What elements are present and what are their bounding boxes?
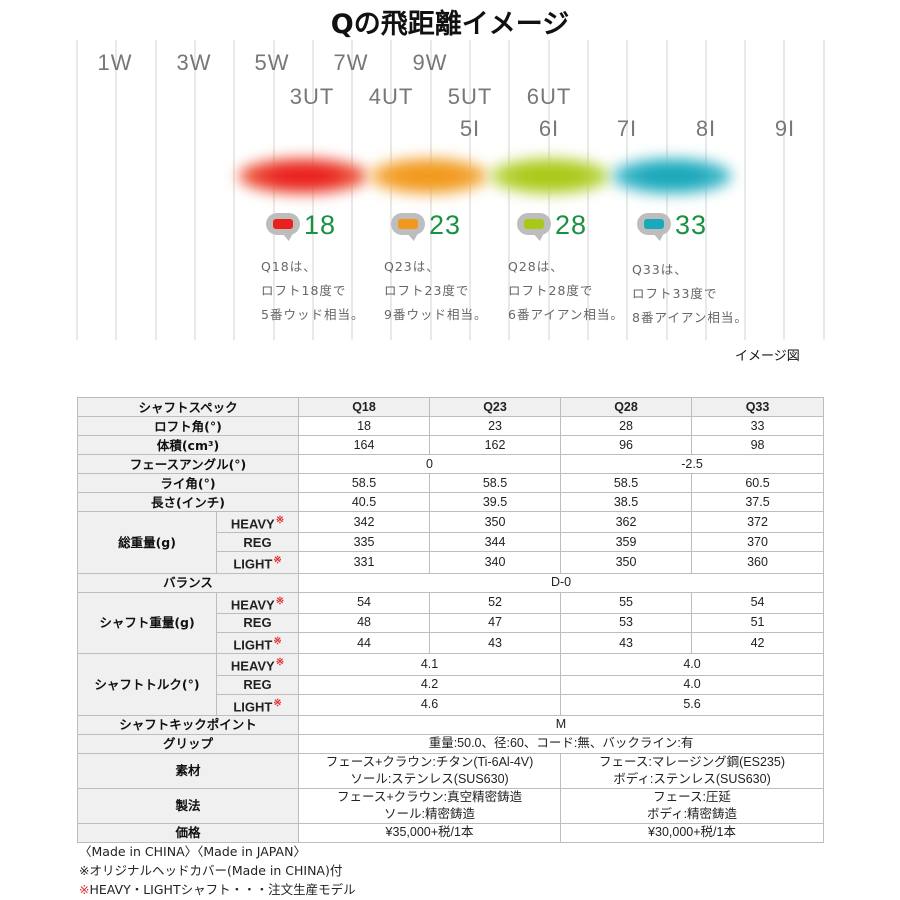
headcover-note: ※オリジナルヘッドカバー(Made in CHINA)付 [79, 863, 343, 878]
table-row-kick-point: シャフトキックポイント M [76, 714, 825, 735]
q28-badge: 28 [517, 210, 587, 241]
q33-range-bar [612, 158, 732, 194]
q18-description: Q18は、 ロフト18度で 5番ウッド相当。 [261, 259, 365, 322]
spec-table: シャフトスペック Q18 Q23 Q28 Q33 ロフト角(°) 18 23 2… [76, 397, 825, 843]
q23-description: Q23は、 ロフト23度で 9番ウッド相当。 [384, 259, 488, 322]
q18-badge: 18 [266, 210, 336, 241]
q28-number: 28 [555, 210, 588, 240]
table-row-face-angle: フェースアングル(°) 0 -2.5 [76, 454, 825, 474]
q23-badge: 23 [391, 210, 461, 241]
club-label: 5I [459, 116, 481, 141]
iron-row: 5I 6I 7I 8I 9I [0, 116, 900, 146]
grid-line [508, 40, 511, 340]
custom-order-note: ※HEAVY・LIGHTシャフト・・・注文生産モデル [79, 882, 356, 897]
table-row-grip: グリップ 重量:50.0、径:60、コード:無、バックライン:有 [76, 733, 825, 754]
club-label: 9I [774, 116, 796, 141]
q-logo-icon [517, 211, 553, 241]
table-row-shaft-torque-reg: REG 4.2 4.0 [78, 674, 825, 695]
q33-badge: 33 [637, 210, 707, 241]
club-label: 3UT [289, 84, 335, 109]
grid-line [154, 40, 157, 340]
club-label: 7I [616, 116, 638, 141]
q18-range-bar [238, 158, 368, 194]
table-row-shaft-weight-reg: REG 48 47 53 51 [78, 612, 825, 633]
asterisk-mark: ※ [275, 515, 285, 526]
club-label: 6I [538, 116, 560, 141]
club-label: 5W [254, 50, 290, 75]
club-label: 6UT [526, 84, 572, 109]
grid-line [586, 40, 589, 340]
table-row-shaft-torque-light: LIGHT※ 4.6 5.6 [78, 693, 825, 716]
table-row-balance: バランス D-0 [76, 572, 825, 593]
asterisk-mark: ※ [79, 882, 90, 897]
distance-chart: 1W 3W 5W 7W 9W 3UT 4UT 5UT 6UT 5I 6I 7I 8I 9I [0, 40, 900, 340]
asterisk-mark: ※ [275, 657, 285, 669]
q28-description: Q28は、 ロフト28度で 6番アイアン相当。 [508, 259, 624, 322]
club-label: 7W [333, 50, 369, 75]
page-title: Qの飛距離イメージ [330, 9, 570, 40]
grid-line [76, 40, 78, 340]
table-row-lie: ライ角(°) 58.5 58.5 58.5 60.5 [76, 473, 825, 493]
footnotes: 〈Made in CHINA〉〈Made in JAPAN〉 ※オリジナルヘッド… [79, 842, 356, 899]
q33-description: Q33は、 ロフト33度で 8番アイアン相当。 [632, 262, 748, 325]
club-label: 9W [412, 50, 448, 75]
club-label: 3W [176, 50, 212, 75]
table-row-shaft-weight-light: LIGHT※ 44 43 43 42 [78, 631, 825, 655]
image-note: イメージ図 [735, 349, 800, 364]
table-row-shaft-torque-heavy: シャフトトルク(°) HEAVY※ 4.1 4.0 [77, 653, 825, 716]
table-row-total-weight-heavy: 総重量(g) HEAVY※ 342 350 362 372 [77, 510, 825, 574]
made-in-note: 〈Made in CHINA〉〈Made in JAPAN〉 [79, 844, 306, 859]
grid-line [626, 40, 629, 340]
q23-range-bar [370, 158, 488, 194]
grid-line [469, 40, 471, 340]
table-row-total-weight-reg: REG 335 344 359 370 [78, 532, 825, 553]
q-logo-icon [637, 211, 673, 241]
table-row-material: 素材 フェース+クラウン:チタン(Ti-6Al-4V) ソール:ステンレス(SU… [76, 752, 825, 789]
grid-line [783, 40, 786, 340]
grid-line [115, 40, 118, 340]
club-label: 1W [97, 50, 133, 75]
asterisk-mark: ※ [273, 697, 282, 709]
q33-number: 33 [675, 210, 708, 240]
q28-range-bar [490, 158, 610, 194]
q23-number: 23 [429, 210, 462, 240]
grid-line [351, 40, 354, 340]
table-row-shaft-weight-heavy: シャフト重量(g) HEAVY※ 54 52 55 54 [77, 591, 825, 655]
q18-number: 18 [304, 210, 337, 240]
club-label: 4UT [368, 84, 414, 109]
grid-line [822, 40, 825, 340]
table-row-method: 製法 フェース+クラウン:真空精密鋳造 ソール:精密鋳造 フェース:圧延 ボディ… [76, 787, 825, 824]
grid-line [233, 40, 236, 340]
asterisk-mark: ※ [273, 555, 282, 567]
wood-row: 1W 3W 5W 7W 9W [0, 50, 900, 80]
asterisk-mark: ※ [273, 635, 282, 647]
club-label: 5UT [447, 84, 493, 109]
table-row-length: 長さ(インチ) 40.5 39.5 38.5 37.5 [76, 492, 825, 512]
q-logo-icon [266, 211, 302, 241]
q-logo-icon [391, 211, 427, 241]
table-row-total-weight-light: LIGHT※ 331 340 350 360 [78, 551, 825, 574]
table-row-price: 価格 ¥35,000+税/1本 ¥30,000+税/1本 [76, 822, 825, 843]
utility-row: 3UT 4UT 5UT 6UT [0, 84, 900, 114]
table-row-volume: 体積(cm³) 164 162 96 98 [76, 435, 825, 455]
table-row-loft: ロフト角(°) 18 23 28 33 [76, 416, 825, 436]
club-label: 8I [695, 116, 717, 141]
grid-line [193, 40, 196, 340]
asterisk-mark: ※ [275, 595, 285, 607]
table-row-header: シャフトスペック Q18 Q23 Q28 Q33 [76, 397, 825, 417]
grid-line [744, 40, 747, 340]
